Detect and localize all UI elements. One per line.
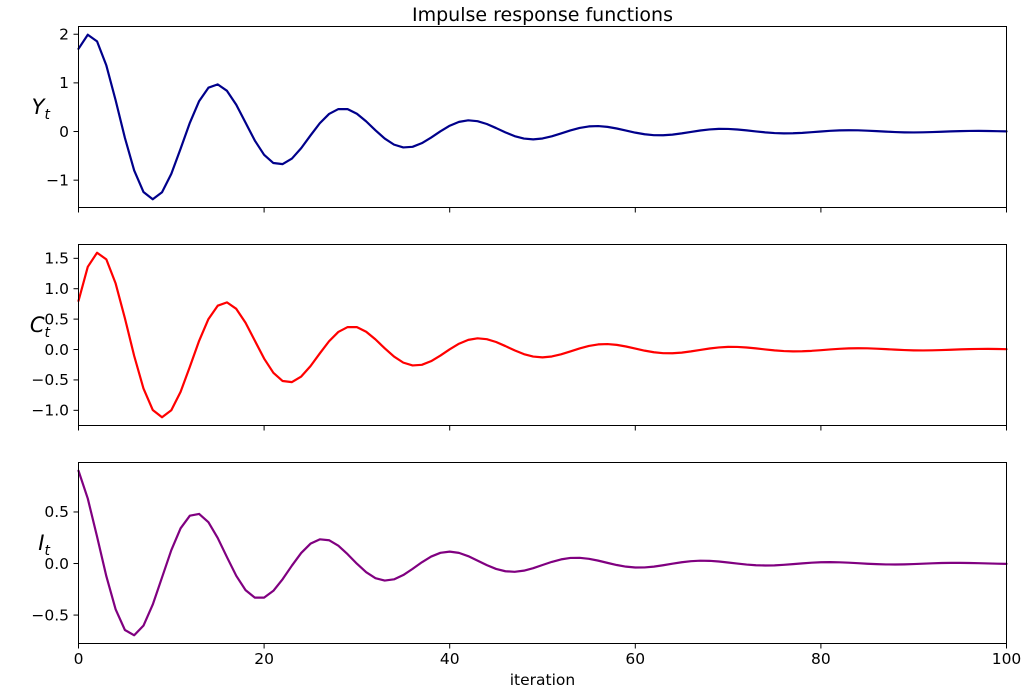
y-axis-label-sub: t xyxy=(44,543,51,560)
y-tick-label: 1.5 xyxy=(44,250,69,268)
y-tick-label: −1 xyxy=(46,171,69,189)
y-axis-label-sub: t xyxy=(44,107,51,124)
x-axis-label: iteration xyxy=(509,671,576,689)
x-tick-label: 60 xyxy=(625,650,645,668)
y-tick-label: 2 xyxy=(59,26,69,44)
y-axis-label-base: I xyxy=(38,531,45,555)
y-tick-label: 1.0 xyxy=(44,280,69,298)
y-tick-label: −1.0 xyxy=(31,402,69,420)
y-axis-label-Ct: Ct xyxy=(0,313,50,340)
y-tick-label: −0.5 xyxy=(31,606,69,624)
subplot-It-axes: 0.5 0.0 −0.5 0 20 40 60 80 100 xyxy=(31,462,1021,668)
x-tick-label: 100 xyxy=(992,650,1022,668)
x-tick-label: 80 xyxy=(811,650,831,668)
y-tick-label: 0 xyxy=(59,123,69,141)
subplot-Yt-axes: 2 1 0 −1 xyxy=(46,26,1008,213)
y-axis-label-It: It xyxy=(0,531,50,558)
subplot-Ct-axes: 1.5 1.0 0.5 0.0 −0.5 −1.0 xyxy=(31,244,1008,431)
y-tick-label: −0.5 xyxy=(31,371,69,389)
series-line-It xyxy=(77,469,1008,637)
y-axis-label-base: C xyxy=(29,313,45,337)
x-tick-label: 0 xyxy=(74,650,84,668)
series-line-Ct xyxy=(77,251,1008,419)
x-tick-label: 20 xyxy=(254,650,274,668)
chart-title: Impulse response functions xyxy=(412,4,673,26)
y-tick-label: 0.5 xyxy=(44,503,69,521)
axes-spines xyxy=(78,26,1007,208)
axes-spines xyxy=(78,244,1007,426)
y-axis-label-Yt: Yt xyxy=(0,95,50,122)
y-tick-label: 1 xyxy=(59,74,69,92)
y-axis-label-base: Y xyxy=(31,95,45,119)
axes-spines xyxy=(78,462,1007,644)
y-tick-label: 0.5 xyxy=(44,310,69,328)
y-axis-label-sub: t xyxy=(44,325,51,342)
series-line-Yt xyxy=(77,33,1008,201)
y-tick-label: 0.0 xyxy=(44,555,69,573)
y-tick-label: 0.0 xyxy=(44,341,69,359)
x-tick-label: 40 xyxy=(440,650,460,668)
